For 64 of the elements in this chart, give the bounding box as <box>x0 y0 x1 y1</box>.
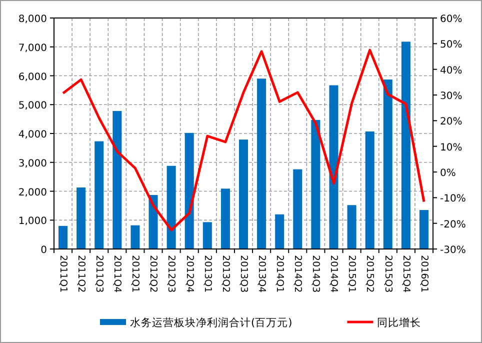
y2-tick-label: 0% <box>440 168 456 179</box>
x-tick-label: 2013Q3 <box>238 255 249 293</box>
bar <box>58 226 68 249</box>
x-tick-label: 2014Q4 <box>328 255 340 293</box>
y-tick-label: 0 <box>40 245 47 256</box>
bar <box>365 131 374 249</box>
x-tick-label: 2011Q2 <box>75 255 86 293</box>
x-tick-label: 2016Q1 <box>418 255 430 293</box>
bar <box>257 78 266 249</box>
bar <box>76 187 86 249</box>
x-tick-label: 2015Q4 <box>400 255 412 293</box>
x-tick-label: 2015Q3 <box>382 255 394 293</box>
bar <box>148 195 158 249</box>
legend-label: 水务运营板块净利润合计(百万元) <box>130 316 292 329</box>
y2-tick-label: 30% <box>440 91 462 102</box>
x-tick-label: 2013Q4 <box>256 255 267 293</box>
x-tick-label: 2013Q1 <box>202 255 213 293</box>
bar <box>202 222 212 249</box>
bar <box>329 85 338 249</box>
y-tick-label: 8,000 <box>18 14 47 25</box>
y2-tick-label: -30% <box>440 245 466 256</box>
y-tick-label: 4,000 <box>18 130 47 140</box>
x-tick-label: 2013Q2 <box>220 255 231 293</box>
y2-tick-label: -10% <box>440 194 466 205</box>
x-tick-label: 2011Q4 <box>112 255 123 293</box>
bar <box>166 166 176 249</box>
bar <box>275 214 284 249</box>
x-tick-label: 2014Q2 <box>292 255 304 293</box>
y2-tick-label: 60% <box>440 14 462 25</box>
legend-label: 同比增长 <box>377 316 422 329</box>
bar <box>401 42 410 249</box>
bar <box>184 132 194 249</box>
x-tick-label: 2012Q4 <box>184 255 195 293</box>
bar <box>220 188 230 249</box>
y2-tick-label: 40% <box>440 65 462 76</box>
bar <box>347 205 356 249</box>
y-tick-label: 2,000 <box>18 187 47 198</box>
y-tick-label: 6,000 <box>18 72 47 83</box>
bar <box>293 169 302 249</box>
x-tick-label: 2014Q1 <box>274 255 285 293</box>
bar <box>311 120 320 249</box>
x-tick-label: 2012Q3 <box>166 255 177 293</box>
bar <box>383 80 392 249</box>
y2-tick-label: -20% <box>440 219 466 230</box>
y-tick-label: 7,000 <box>18 42 47 54</box>
x-tick-label: 2011Q1 <box>57 255 68 293</box>
y-tick-label: 1,000 <box>18 216 47 228</box>
x-tick-label: 2011Q3 <box>94 255 105 293</box>
bar <box>419 210 428 249</box>
x-tick-label: 2015Q2 <box>364 255 376 293</box>
x-tick-label: 2012Q1 <box>130 255 141 293</box>
y2-tick-label: 50% <box>440 40 462 51</box>
x-tick-label: 2014Q3 <box>310 255 322 293</box>
bar <box>94 141 104 249</box>
x-tick-label: 2015Q1 <box>346 255 358 293</box>
y2-tick-label: 20% <box>440 116 462 128</box>
y2-tick-label: 10% <box>440 142 462 154</box>
bar <box>130 225 140 249</box>
bar <box>238 140 248 249</box>
y-tick-label: 3,000 <box>18 158 47 170</box>
x-tick-label: 2012Q2 <box>148 255 159 293</box>
y-tick-label: 5,000 <box>18 100 47 112</box>
bar <box>112 110 122 249</box>
line-series <box>62 48 426 232</box>
